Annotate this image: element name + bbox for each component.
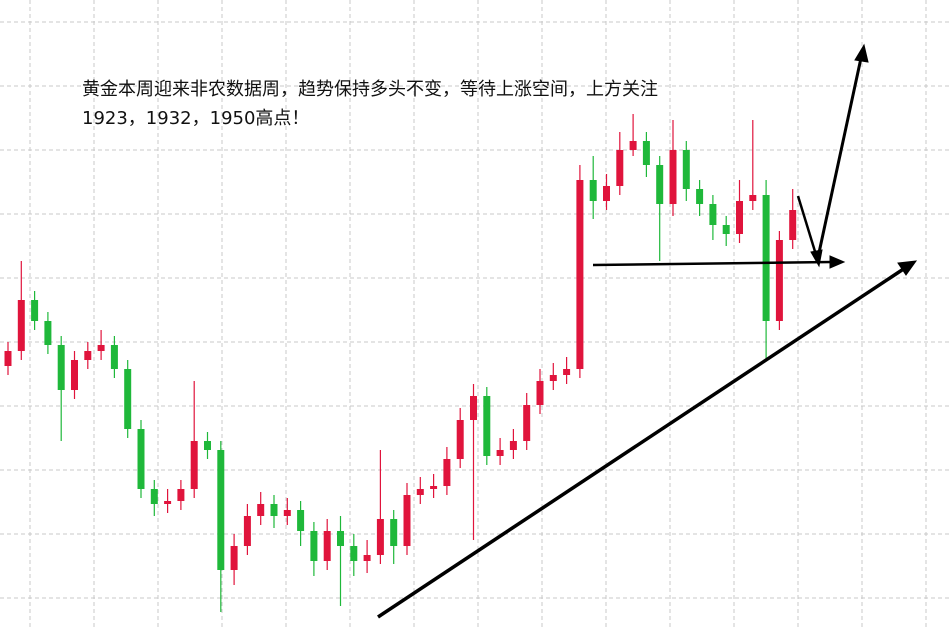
annotation: 1923，1932，1950高点！: [82, 108, 309, 129]
candle-body: [71, 360, 78, 390]
candle-body: [323, 531, 331, 561]
candle-body: [496, 450, 504, 456]
candle-body: [576, 180, 584, 369]
candle-body: [456, 420, 464, 459]
candle-body: [337, 531, 344, 546]
candle-body: [84, 351, 92, 360]
candle-body: [57, 345, 65, 390]
candle-body: [124, 369, 132, 429]
candle-body: [509, 441, 517, 450]
candle-body: [204, 441, 211, 450]
candle-body: [430, 486, 438, 489]
candle-body: [137, 429, 145, 489]
candle-body: [523, 405, 531, 441]
candle-body: [642, 141, 650, 165]
trend-line: [377, 266, 906, 619]
candle-body: [749, 195, 757, 201]
arrow-head: [829, 255, 846, 269]
candle-body: [4, 351, 12, 366]
candle-body: [563, 369, 571, 375]
candle-body: [616, 150, 624, 186]
arrow-head: [854, 43, 869, 63]
candle-body: [736, 201, 743, 234]
candle-body: [297, 510, 305, 531]
candle-body: [709, 204, 717, 225]
candle-body: [549, 375, 557, 381]
candle-body: [669, 150, 677, 204]
candle-body: [416, 489, 424, 495]
trend-arrows: [377, 43, 918, 619]
candle-body: [283, 510, 291, 516]
candle-body: [536, 381, 544, 405]
candle-body: [190, 441, 198, 489]
candle-body: [775, 240, 783, 321]
candle-body: [589, 180, 597, 201]
candle-body: [17, 300, 25, 351]
candle-body: [789, 210, 797, 240]
candle-body: [483, 396, 491, 456]
candle-body: [443, 459, 451, 486]
candle-body: [310, 531, 318, 561]
candle-body: [44, 321, 52, 345]
candle-body: [31, 300, 39, 321]
candle-body: [177, 489, 185, 501]
candle-body: [243, 516, 251, 546]
candle-body: [656, 165, 664, 204]
candle-body: [217, 450, 225, 570]
support-line: [592, 260, 833, 267]
candle-body: [696, 189, 704, 204]
candle-body: [376, 519, 384, 555]
candle-body: [110, 345, 118, 369]
candle-body: [390, 519, 398, 546]
candle-body: [629, 141, 637, 150]
candle-body: [762, 195, 770, 321]
candle-body: [230, 546, 238, 570]
candle-body: [270, 504, 278, 516]
candle-body: [403, 495, 411, 546]
candle-body: [603, 186, 610, 201]
candles: [4, 114, 797, 612]
candle-body: [722, 225, 730, 234]
candle-body: [150, 489, 158, 504]
candle-body: [97, 345, 105, 351]
candle-body: [682, 150, 690, 189]
annotation: 黄金本周迎来非农数据周，趋势保持多头不变，等待上涨空间，上方关注: [82, 79, 658, 100]
candle-body: [470, 396, 477, 420]
down-arrow: [796, 195, 819, 259]
candle-body: [363, 555, 371, 561]
candle-body: [257, 504, 265, 516]
up-arrow: [815, 57, 863, 263]
candle-body: [164, 501, 172, 504]
arrow-head: [897, 260, 918, 276]
candle-body: [350, 546, 358, 561]
